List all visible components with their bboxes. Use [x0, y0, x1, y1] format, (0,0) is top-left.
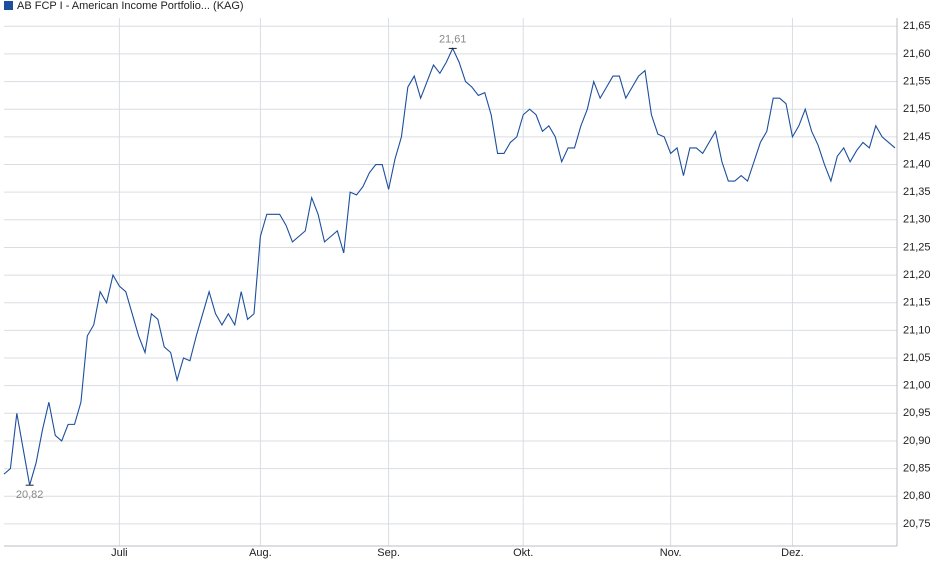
y-tick-label: 21,60: [903, 48, 931, 60]
x-tick-label: Juli: [111, 547, 128, 559]
y-tick-label: 21,65: [903, 20, 931, 32]
y-tick-label: 20,75: [903, 518, 931, 530]
legend-swatch: [4, 1, 13, 10]
y-tick-label: 20,95: [903, 407, 931, 419]
y-tick-label: 21,55: [903, 75, 931, 87]
y-tick-label: 21,20: [903, 269, 931, 281]
x-tick-label: Okt.: [513, 547, 533, 559]
x-tick-label: Nov.: [660, 547, 682, 559]
y-tick-label: 21,25: [903, 241, 931, 253]
x-tick-label: Dez.: [781, 547, 804, 559]
max-label: 21,61: [439, 33, 467, 45]
y-tick-label: 21,40: [903, 158, 931, 170]
x-tick-label: Sep.: [377, 547, 400, 559]
y-tick-label: 20,80: [903, 490, 931, 502]
y-tick-label: 21,05: [903, 352, 931, 364]
y-tick-label: 21,10: [903, 324, 931, 336]
y-tick-label: 21,45: [903, 131, 931, 143]
y-tick-label: 20,90: [903, 435, 931, 447]
y-tick-label: 21,15: [903, 297, 931, 309]
y-tick-label: 20,85: [903, 463, 931, 475]
y-tick-label: 21,00: [903, 380, 931, 392]
y-tick-label: 21,30: [903, 214, 931, 226]
line: [3, 47, 896, 486]
x-tick-label: Aug.: [249, 547, 272, 559]
min-label: 20,82: [16, 489, 44, 501]
chart-title: AB FCP I - American Income Portfolio... …: [17, 0, 244, 12]
y-tick-label: 21,35: [903, 186, 931, 198]
y-tick-label: 21,50: [903, 103, 931, 115]
